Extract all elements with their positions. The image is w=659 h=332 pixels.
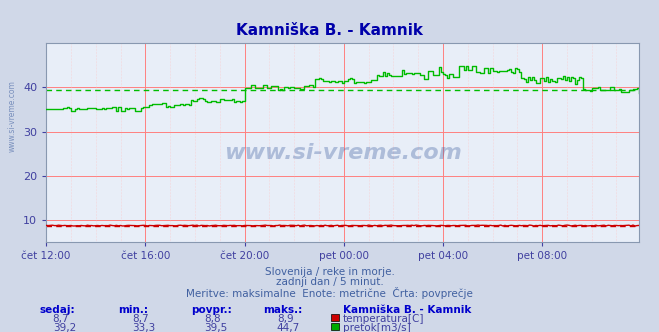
Text: 33,3: 33,3 [132,323,155,332]
Text: 8,7: 8,7 [132,314,148,324]
Text: Kamniška B. - Kamnik: Kamniška B. - Kamnik [236,23,423,38]
Text: pretok[m3/s]: pretok[m3/s] [343,323,411,332]
Text: Meritve: maksimalne  Enote: metrične  Črta: povprečje: Meritve: maksimalne Enote: metrične Črta… [186,287,473,299]
Text: zadnji dan / 5 minut.: zadnji dan / 5 minut. [275,277,384,287]
Text: 39,5: 39,5 [204,323,227,332]
Text: 8,9: 8,9 [277,314,293,324]
Text: min.:: min.: [119,305,149,315]
Text: temperatura[C]: temperatura[C] [343,314,424,324]
Text: maks.:: maks.: [264,305,303,315]
Text: 44,7: 44,7 [277,323,300,332]
Text: www.si-vreme.com: www.si-vreme.com [8,80,17,152]
Text: sedaj:: sedaj: [40,305,75,315]
Text: 8,8: 8,8 [204,314,221,324]
Text: povpr.:: povpr.: [191,305,232,315]
Text: 8,7: 8,7 [53,314,69,324]
Text: www.si-vreme.com: www.si-vreme.com [224,143,461,163]
Text: 39,2: 39,2 [53,323,76,332]
Text: Kamniška B. - Kamnik: Kamniška B. - Kamnik [343,305,471,315]
Text: Slovenija / reke in morje.: Slovenija / reke in morje. [264,267,395,277]
